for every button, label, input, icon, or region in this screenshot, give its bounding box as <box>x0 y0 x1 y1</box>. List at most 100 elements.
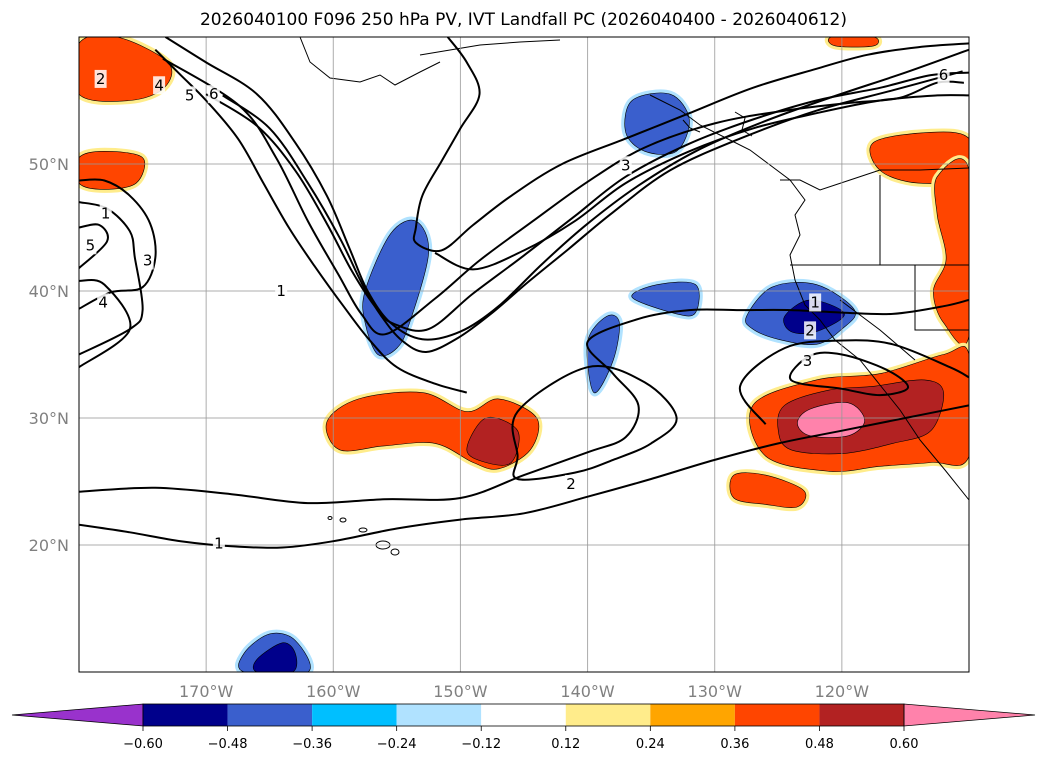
lon-tick-label-2: 150°W <box>433 682 488 701</box>
contour-label-bg-6 <box>99 204 112 223</box>
island-3 <box>327 516 333 520</box>
negative-region-1 <box>624 92 690 155</box>
colorbar-tick-label-3: −0.24 <box>377 737 417 752</box>
colorbar-tick-label-5: 0.12 <box>551 737 580 752</box>
island-4 <box>390 548 400 556</box>
pv-contour-2-5 <box>511 365 678 481</box>
lat-tick-label-1: 30°N <box>29 409 69 428</box>
contour-label-bg-0 <box>94 69 107 88</box>
colorbar-frame <box>142 703 905 727</box>
colorbar-segment-5 <box>565 704 651 726</box>
colorbar-segment-3 <box>396 704 482 726</box>
pv-contour-1-1 <box>79 298 969 505</box>
gridline-layer <box>79 37 969 672</box>
colorbar-segment-7 <box>734 704 820 726</box>
pv-contour-6-14 <box>222 70 963 354</box>
positive-region-7 <box>729 472 807 508</box>
contour-label-15: 1 <box>214 535 224 553</box>
pv-contour-1-2 <box>154 48 468 394</box>
coastline-9 <box>682 119 701 133</box>
colorbar-tick-label-2: −0.36 <box>292 737 332 752</box>
contour-label-bg-13 <box>801 351 814 370</box>
map-background <box>79 37 969 672</box>
pv-contour-6-15 <box>164 37 969 341</box>
contour-label-14: 2 <box>566 475 576 493</box>
contour-label-5: 3 <box>621 156 631 174</box>
shading-layer <box>79 37 969 672</box>
lat-tick-label-2: 40°N <box>29 282 69 301</box>
pv-contour-layer <box>79 37 969 549</box>
lon-tick-label-0: 170°W <box>179 682 234 701</box>
colorbar: −0.60 −0.48 −0.36 −0.24 −0.12 0.12 0.24 0.36 0.4… <box>11 703 1036 752</box>
pv-contour-4-10 <box>79 278 132 369</box>
positive-region-9 <box>466 417 520 466</box>
pv-contour-4-11 <box>162 57 964 336</box>
colorbar-segment-0 <box>143 704 228 726</box>
colorbar-segment-1 <box>227 704 313 726</box>
coastline-layer <box>299 37 969 556</box>
colorbar-tick-label-0: −0.60 <box>123 737 163 752</box>
coastline-2 <box>649 94 969 501</box>
contour-label-0: 2 <box>96 70 106 88</box>
colorbar-extend-low <box>11 703 144 727</box>
coastline-7 <box>839 299 916 361</box>
contour-label-bg-4 <box>937 66 950 85</box>
pv-contour-5-12 <box>79 223 109 269</box>
island-1 <box>358 527 368 533</box>
chart-title: 2026040100 F096 250 hPa PV, IVT Landfall… <box>199 10 847 30</box>
lon-tick-label-5: 120°W <box>815 682 870 701</box>
colorbar-tick-label-7: 0.36 <box>720 737 749 752</box>
coastline-6 <box>914 265 969 331</box>
contour-label-bg-3 <box>207 85 220 104</box>
contour-label-4: 6 <box>939 66 949 84</box>
coastline-0 <box>299 37 441 86</box>
coastline-3 <box>780 167 969 191</box>
lon-tick-label-3: 140°W <box>560 682 615 701</box>
pv-contour-2-3 <box>79 178 157 310</box>
contour-label-7: 5 <box>86 236 96 254</box>
map-frame <box>78 36 970 673</box>
negative-region-6 <box>783 299 845 334</box>
colorbar-tick-label-4: −0.12 <box>461 737 501 752</box>
colorbar-segment-4 <box>481 704 566 726</box>
negative-region-7 <box>252 642 298 672</box>
contour-label-8: 3 <box>143 252 153 270</box>
contour-label-bg-7 <box>84 236 97 255</box>
colorbar-segment-6 <box>650 704 735 726</box>
contour-label-bg-14 <box>565 475 578 494</box>
pv-contour-2-6 <box>739 339 969 425</box>
contour-label-bg-5 <box>619 156 632 175</box>
colorbar-tick-label-1: −0.48 <box>208 737 248 752</box>
colorbar-tick-label-9: 0.60 <box>890 737 919 752</box>
contour-label-bg-12 <box>804 321 817 340</box>
contour-label-6: 1 <box>101 205 111 223</box>
coastline-1 <box>419 39 561 56</box>
contour-label-bg-2 <box>183 86 196 105</box>
colorbar-extend-high <box>903 703 1036 727</box>
lat-tick-label-0: 20°N <box>29 536 69 555</box>
positive-region-2 <box>827 37 879 48</box>
contour-label-2: 5 <box>185 86 195 104</box>
colorbar-segment-2 <box>312 704 397 726</box>
island-2 <box>339 517 347 523</box>
lat-tick-label-3: 50°N <box>29 155 69 174</box>
contour-label-13: 3 <box>803 352 813 370</box>
coastline-8 <box>734 111 753 137</box>
contour-label-11: 1 <box>810 293 820 311</box>
positive-region-4 <box>933 158 969 346</box>
contour-label-bg-1 <box>153 76 166 95</box>
colorbar-tick-label-6: 0.24 <box>636 737 665 752</box>
colorbar-tick-label-8: 0.48 <box>805 737 834 752</box>
contour-label-9: 4 <box>98 293 108 311</box>
lon-tick-label-1: 160°W <box>306 682 361 701</box>
contour-label-bg-10 <box>275 282 288 300</box>
colorbar-segment-8 <box>819 704 904 726</box>
contour-label-bg-11 <box>809 293 822 312</box>
contour-label-bg-15 <box>212 534 225 553</box>
contour-label-10: 1 <box>276 282 286 300</box>
axis-tick-layer: 170°W 160°W 150°W 140°W 130°W 120°W 20°N 30°N 40… <box>29 155 870 701</box>
contour-label-1: 4 <box>154 76 164 94</box>
pv-contour-5-13 <box>205 71 969 332</box>
